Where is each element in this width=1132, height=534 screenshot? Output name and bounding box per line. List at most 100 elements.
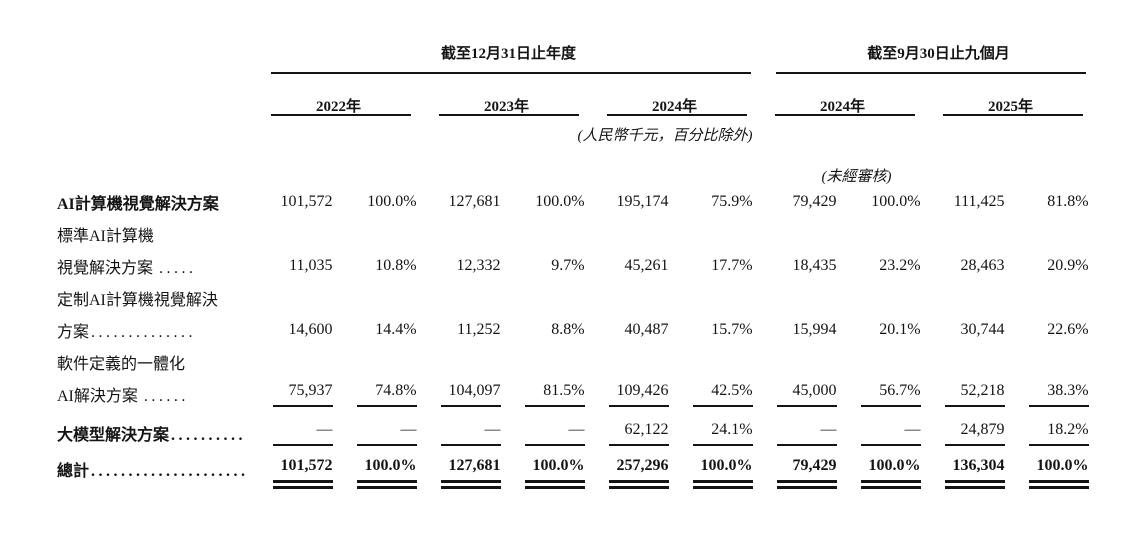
spacer-cell xyxy=(249,346,1089,378)
value-cell: 79,429 xyxy=(753,450,837,494)
revenue-breakdown-table: 截至12月31日止年度 截至9月30日止九個月 2022年 2023年 2024… xyxy=(57,42,1089,494)
spacer-cell xyxy=(57,74,249,116)
value-cell: 195,174 xyxy=(616,193,669,210)
value-cell: 30,744 xyxy=(960,321,1005,338)
row-label: 大模型解決方案.......... xyxy=(57,427,247,444)
value-cell: 14,600 xyxy=(288,321,333,338)
percent-cell: 8.8% xyxy=(551,321,585,338)
value-cell: 101,572 xyxy=(249,450,333,494)
value-cell: 40,487 xyxy=(624,321,669,338)
value-cell: 18,435 xyxy=(792,257,837,274)
percent-cell: 100.0% xyxy=(871,193,921,210)
percent-cell: 38.3% xyxy=(1005,378,1089,410)
value-cell: 111,425 xyxy=(953,193,1005,210)
table-row-standard-ai-line1: 標準AI計算機 xyxy=(57,218,1089,250)
currency-unit-note: (人民幣千元，百分比除外) xyxy=(577,127,753,144)
table-row-software-defined-line1: 軟件定義的一體化 xyxy=(57,346,1089,378)
year-header-2024-interim: 2024年 xyxy=(753,74,921,116)
value-cell: 62,122 xyxy=(585,410,669,450)
table-row-software-defined-line2: AI解決方案 ...... 75,937 74.8% 104,097 81.5%… xyxy=(57,378,1089,410)
spacer-cell xyxy=(753,116,1089,152)
percent-cell: 20.1% xyxy=(879,321,921,338)
value-cell: 127,681 xyxy=(417,450,501,494)
percent-cell: 42.5% xyxy=(669,378,753,410)
value-cell: 75,937 xyxy=(249,378,333,410)
column-group-header-row: 截至12月31日止年度 截至9月30日止九個月 xyxy=(57,42,1089,74)
year-header-2023: 2023年 xyxy=(417,74,585,116)
value-cell: 11,252 xyxy=(457,321,501,338)
percent-cell: 22.6% xyxy=(1047,321,1089,338)
percent-cell: 56.7% xyxy=(837,378,921,410)
spacer-cell xyxy=(57,42,249,74)
year-header-2025-interim: 2025年 xyxy=(921,74,1089,116)
percent-cell: 75.9% xyxy=(711,193,753,210)
value-cell: — xyxy=(249,410,333,450)
table-row-total: 總計..................... 101,572 100.0% 1… xyxy=(57,450,1089,494)
value-cell: 101,572 xyxy=(280,193,333,210)
value-cell: 24,879 xyxy=(921,410,1005,450)
value-cell: — xyxy=(753,410,837,450)
fiscal-year-group-title: 截至12月31日止年度 xyxy=(441,46,577,62)
spacer-cell xyxy=(57,116,249,152)
unaudited-note-row: (未經審核) xyxy=(57,152,1089,186)
leader-dots: .......... xyxy=(171,427,247,444)
value-cell: 11,035 xyxy=(289,257,333,274)
value-cell: 104,097 xyxy=(417,378,501,410)
value-cell: 257,296 xyxy=(585,450,669,494)
value-cell: 127,681 xyxy=(448,193,501,210)
row-label: 總計..................... xyxy=(57,463,249,480)
percent-cell: — xyxy=(837,410,921,450)
row-label: 標準AI計算機 xyxy=(57,228,154,245)
table-row-large-model-solutions: 大模型解決方案.......... — — — — 62,122 24.1% —… xyxy=(57,410,1089,450)
percent-cell: 100.0% xyxy=(333,450,417,494)
leader-dots: ...... xyxy=(143,388,189,405)
unaudited-note: (未經審核) xyxy=(821,169,892,185)
value-cell: 52,218 xyxy=(921,378,1005,410)
percent-cell: 9.7% xyxy=(551,257,585,274)
percent-cell: — xyxy=(501,410,585,450)
leader-dots: .............. xyxy=(91,324,197,341)
value-cell: 79,429 xyxy=(792,193,837,210)
year-header-row: 2022年 2023年 2024年 2024年 2025年 xyxy=(57,74,1089,116)
value-cell: 15,994 xyxy=(792,321,837,338)
nine-month-group-title: 截至9月30日止九個月 xyxy=(867,46,1010,62)
percent-cell: 100.0% xyxy=(367,193,417,210)
spacer-cell xyxy=(921,152,1089,186)
percent-cell: 14.4% xyxy=(375,321,417,338)
leader-dots: ..................... xyxy=(91,463,249,480)
percent-cell: 81.8% xyxy=(1047,193,1089,210)
year-header-2024: 2024年 xyxy=(585,74,753,116)
percent-cell: 100.0% xyxy=(1005,450,1089,494)
value-cell: 28,463 xyxy=(960,257,1005,274)
spacer-cell xyxy=(57,152,249,186)
percent-cell: 17.7% xyxy=(711,257,753,274)
percent-cell: 15.7% xyxy=(711,321,753,338)
percent-cell: 100.0% xyxy=(501,450,585,494)
spacer-cell xyxy=(249,152,753,186)
fiscal-year-group-header: 截至12月31日止年度 xyxy=(249,42,753,74)
percent-cell: 24.1% xyxy=(669,410,753,450)
value-cell: 45,261 xyxy=(624,257,669,274)
spacer-cell xyxy=(249,218,1089,250)
percent-cell: 100.0% xyxy=(669,450,753,494)
row-label: 軟件定義的一體化 xyxy=(57,356,186,373)
table-row-custom-ai-line1: 定制AI計算機視覺解決 xyxy=(57,282,1089,314)
percent-cell: — xyxy=(333,410,417,450)
percent-cell: 100.0% xyxy=(837,450,921,494)
spacer-cell xyxy=(249,282,1089,314)
row-label: 方案.............. xyxy=(57,324,197,341)
table-row-standard-ai-line2: 視覺解決方案 ..... 11,035 10.8% 12,332 9.7% 45… xyxy=(57,250,1089,282)
percent-cell: 100.0% xyxy=(535,193,585,210)
value-cell: 109,426 xyxy=(585,378,669,410)
nine-month-group-header: 截至9月30日止九個月 xyxy=(753,42,1089,74)
percent-cell: 23.2% xyxy=(879,257,921,274)
percent-cell: 18.2% xyxy=(1005,410,1089,450)
row-label: 定制AI計算機視覺解決 xyxy=(57,292,218,309)
unit-note-row: (人民幣千元，百分比除外) xyxy=(57,116,1089,152)
percent-cell: 10.8% xyxy=(375,257,417,274)
value-cell: 12,332 xyxy=(456,257,501,274)
row-label: AI計算機視覺解決方案 xyxy=(57,196,219,213)
year-header-2022: 2022年 xyxy=(249,74,417,116)
percent-cell: 20.9% xyxy=(1047,257,1089,274)
